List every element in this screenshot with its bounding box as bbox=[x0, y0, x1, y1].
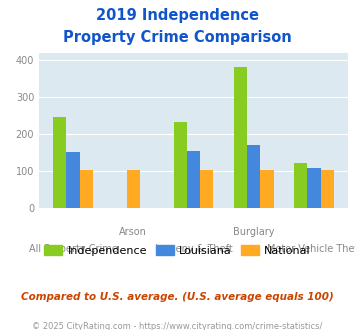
Bar bbox=[66, 152, 80, 208]
Bar bbox=[53, 117, 66, 208]
Text: 2019 Independence: 2019 Independence bbox=[96, 8, 259, 23]
Text: Motor Vehicle Theft: Motor Vehicle Theft bbox=[267, 244, 355, 254]
Bar bbox=[307, 168, 321, 208]
Bar bbox=[80, 170, 93, 208]
Text: Compared to U.S. average. (U.S. average equals 100): Compared to U.S. average. (U.S. average … bbox=[21, 292, 334, 302]
Bar bbox=[260, 170, 274, 208]
Text: Property Crime Comparison: Property Crime Comparison bbox=[63, 30, 292, 45]
Text: Arson: Arson bbox=[119, 227, 147, 237]
Bar bbox=[294, 163, 307, 208]
Bar bbox=[234, 67, 247, 208]
Bar bbox=[321, 170, 334, 208]
Text: © 2025 CityRating.com - https://www.cityrating.com/crime-statistics/: © 2025 CityRating.com - https://www.city… bbox=[32, 322, 323, 330]
Bar bbox=[247, 145, 260, 208]
Text: All Property Crime: All Property Crime bbox=[29, 244, 118, 254]
Bar bbox=[187, 151, 200, 208]
Text: Burglary: Burglary bbox=[233, 227, 274, 237]
Bar bbox=[200, 170, 213, 208]
Bar bbox=[174, 122, 187, 208]
Text: Larceny & Theft: Larceny & Theft bbox=[154, 244, 233, 254]
Bar bbox=[127, 170, 140, 208]
Legend: Independence, Louisiana, National: Independence, Louisiana, National bbox=[40, 241, 315, 260]
